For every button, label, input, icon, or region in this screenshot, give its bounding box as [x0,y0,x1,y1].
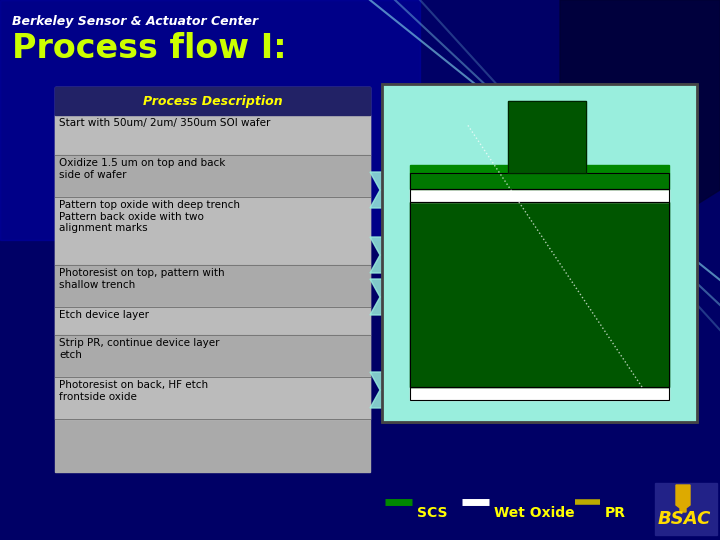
Polygon shape [370,372,392,408]
Text: SCS: SCS [417,506,448,520]
Text: PR: PR [605,506,626,520]
Bar [0,0,420,240]
Polygon shape [676,485,690,512]
Bar [55,265,370,307]
Polygon shape [370,279,392,315]
Text: Pattern top oxide with deep trench
Pattern back oxide with two
alignment marks: Pattern top oxide with deep trench Patte… [59,200,240,233]
Text: Etch device layer: Etch device layer [59,310,149,320]
Bar [55,87,370,472]
Bar [410,387,669,400]
Text: Photoresist on back, HF etch
frontside oxide: Photoresist on back, HF etch frontside o… [59,380,208,402]
Bar [410,202,669,387]
Text: BSAC: BSAC [658,510,711,528]
Polygon shape [560,0,720,240]
Bar [382,84,697,422]
Bar [410,165,669,173]
Bar [55,155,370,197]
Text: Photoresist on top, pattern with
shallow trench: Photoresist on top, pattern with shallow… [59,268,225,289]
Text: Process Description: Process Description [143,94,282,107]
Bar [382,84,697,422]
Bar [55,115,370,155]
Bar [55,335,370,377]
Bar [410,173,669,189]
Text: Start with 50um/ 2um/ 350um SOI wafer: Start with 50um/ 2um/ 350um SOI wafer [59,118,271,128]
Bar [655,483,717,535]
Bar [410,202,669,387]
Bar [55,307,370,335]
Bar [410,173,669,189]
Bar [410,189,669,202]
Text: Strip PR, continue device layer
etch: Strip PR, continue device layer etch [59,338,220,360]
Bar [55,197,370,265]
Bar [410,189,669,202]
Bar [508,101,586,173]
Bar [410,387,669,400]
Text: Oxidize 1.5 um on top and back
side of wafer: Oxidize 1.5 um on top and back side of w… [59,158,225,180]
Bar [410,202,669,387]
Bar [508,101,586,173]
Bar [55,87,370,115]
Polygon shape [370,172,392,208]
Polygon shape [370,237,392,273]
Bar [55,377,370,419]
Text: Wet Oxide: Wet Oxide [494,506,575,520]
Text: Berkeley Sensor & Actuator Center: Berkeley Sensor & Actuator Center [12,15,258,28]
Text: Process flow I:: Process flow I: [12,32,287,65]
